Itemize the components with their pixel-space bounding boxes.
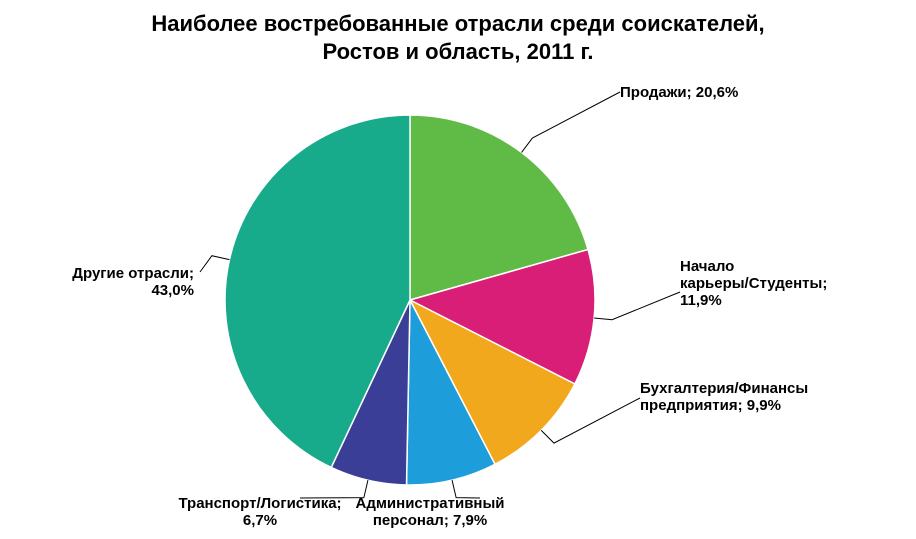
- slice-label: Другие отрасли; 43,0%: [30, 265, 194, 299]
- slice-label: Административный персонал; 7,9%: [355, 495, 504, 529]
- chart-title-line2: Ростов и область, 2011 г.: [322, 39, 593, 64]
- pie-chart: Наиболее востребованные отрасли среди со…: [0, 0, 916, 539]
- chart-title-line1: Наиболее востребованные отрасли среди со…: [151, 11, 764, 36]
- leader-line: [594, 292, 680, 320]
- slice-label: Продажи; 20,6%: [620, 84, 738, 101]
- pie-wrap: [225, 115, 595, 485]
- slice-label: Бухгалтерия/Финансы предприятия; 9,9%: [640, 380, 808, 414]
- pie-svg: [225, 115, 595, 485]
- slice-label: Начало карьеры/Студенты; 11,9%: [680, 258, 827, 309]
- slice-label: Транспорт/Логистика; 6,7%: [178, 495, 341, 529]
- chart-title: Наиболее востребованные отрасли среди со…: [0, 10, 916, 65]
